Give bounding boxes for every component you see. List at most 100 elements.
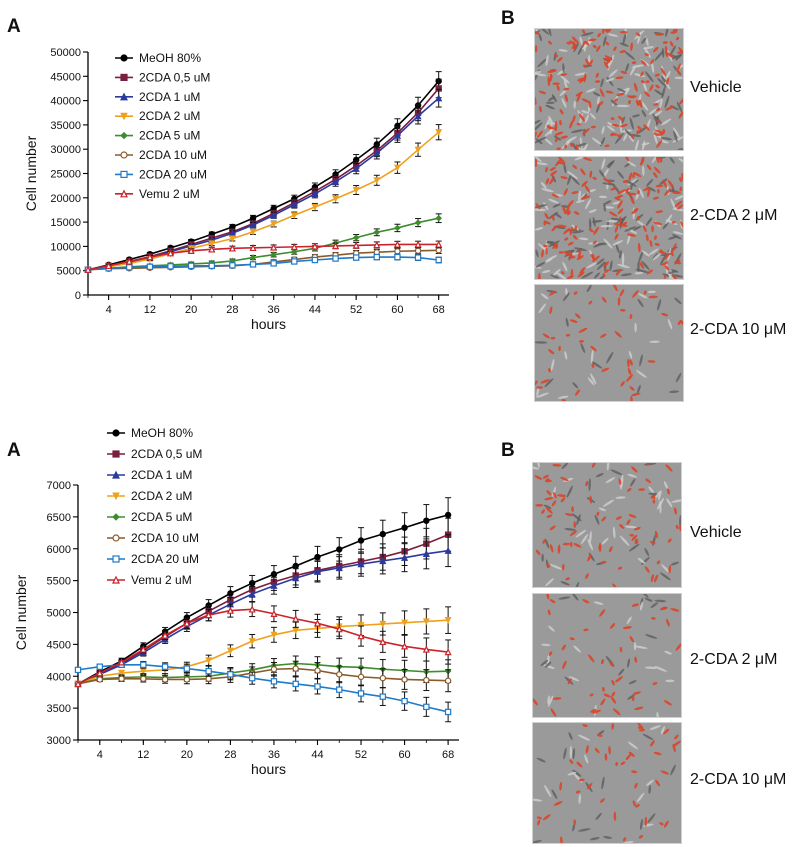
bottom-chart-data-point (444, 677, 452, 684)
cell-outline (670, 269, 679, 273)
stained-cell (652, 196, 659, 200)
cell-outline (649, 725, 661, 730)
cell-outline (567, 171, 579, 180)
cell-outline (634, 645, 648, 649)
stained-cell (552, 243, 557, 250)
cell-outline (536, 386, 540, 398)
stained-cell (534, 475, 543, 480)
cell-outline (535, 249, 539, 258)
stained-cell (619, 49, 626, 54)
cell-outline (581, 32, 594, 37)
bottom-chart-data-point (227, 671, 234, 678)
bottom-chart-data-point (444, 708, 452, 716)
stained-cell (538, 90, 547, 95)
stained-cell (568, 251, 573, 256)
top-chart-data-point (332, 255, 339, 262)
stained-cell (550, 708, 557, 717)
bottom-chart-data-point (292, 614, 300, 623)
cell-outline (603, 200, 612, 205)
top-chart-data-point (208, 240, 216, 248)
stained-cell (535, 131, 537, 140)
cell-outline (632, 114, 641, 118)
cell-outline (601, 126, 605, 135)
cell-outline (640, 100, 649, 111)
stained-cell (638, 728, 645, 732)
bottom-condition-vehicle: Vehicle (690, 524, 742, 541)
stained-cell (672, 191, 682, 195)
cell-outline (641, 109, 647, 118)
cell-outline (667, 318, 673, 330)
bottom-chart-data-point (226, 647, 234, 655)
bottom-chart-x-tick-label: 20 (181, 749, 193, 761)
bottom-chart-data-point (161, 631, 169, 639)
stained-cell (588, 38, 597, 42)
stained-cell (629, 533, 634, 537)
cell-outline (585, 198, 592, 210)
top-chart-data-point (414, 247, 422, 254)
stained-cell (533, 698, 538, 706)
stained-cell (605, 41, 609, 46)
stained-cell (565, 207, 570, 212)
top-chart-y-tick-label: 0 (75, 290, 81, 302)
top-chart-y-tick-label: 45000 (50, 71, 81, 83)
stained-cell (620, 761, 626, 766)
stained-cell (666, 77, 670, 85)
stained-cell (591, 363, 595, 368)
cell-outline (581, 110, 590, 114)
cell-outline (661, 564, 671, 574)
top-chart-legend-marker (120, 131, 128, 140)
top-chart-legend-marker (120, 92, 128, 101)
stained-cell (595, 72, 599, 78)
stained-cell (600, 333, 607, 338)
cell-outline (590, 373, 597, 385)
stained-cell (554, 136, 559, 143)
stained-cell (631, 770, 638, 774)
stained-cell (640, 71, 644, 77)
cell-outline (601, 158, 606, 170)
cell-outline (535, 119, 541, 126)
stained-cell (672, 243, 677, 252)
stained-cell (575, 91, 583, 97)
stained-cell (569, 530, 577, 537)
stained-cell (625, 157, 629, 162)
stained-cell (550, 336, 556, 340)
stained-cell (678, 46, 683, 54)
bottom-chart-data-point (335, 625, 343, 633)
stained-cell (552, 463, 562, 467)
stained-cell (545, 247, 548, 255)
cell-outline (590, 349, 594, 364)
top-chart-data-point (249, 243, 257, 252)
cell-outline (567, 771, 577, 776)
cell-outline (676, 101, 683, 113)
stained-cell (582, 599, 590, 604)
top-chart-data-point (126, 264, 133, 271)
top-chart-data-point (311, 203, 319, 211)
cell-outline (584, 114, 589, 123)
stained-cell (551, 214, 555, 221)
stained-cell (640, 80, 645, 84)
stained-cell (584, 185, 591, 194)
top-chart-x-tick-label: 12 (144, 304, 156, 316)
top-chart-x-tick-label: 28 (226, 304, 238, 316)
cell-outline (552, 203, 561, 208)
cell-outline (538, 303, 546, 314)
bottom-chart-series-line (77, 514, 449, 685)
top-chart-data-point (311, 189, 319, 198)
cell-outline (670, 561, 680, 566)
cell-outline (586, 88, 596, 93)
cell-outline (595, 812, 602, 821)
top-chart-series-line (87, 217, 439, 271)
top-chart-data-point (352, 164, 360, 172)
cell-outline (533, 798, 543, 802)
stained-cell (617, 566, 623, 570)
stained-cell (668, 565, 672, 574)
cell-outline (624, 129, 633, 137)
stained-cell (662, 179, 667, 188)
top-chart-y-tick-label: 50000 (50, 47, 81, 59)
bottom-chart-data-point (205, 611, 213, 619)
bottom-chart-data-point (357, 622, 365, 629)
cell-outline (632, 225, 642, 231)
stained-cell (535, 203, 541, 210)
stained-cell (585, 480, 589, 487)
cell-outline (624, 226, 637, 232)
